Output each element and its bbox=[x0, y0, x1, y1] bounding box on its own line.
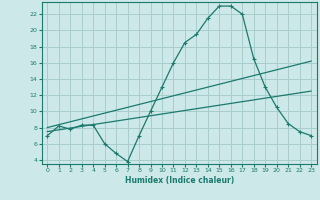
X-axis label: Humidex (Indice chaleur): Humidex (Indice chaleur) bbox=[124, 176, 234, 185]
